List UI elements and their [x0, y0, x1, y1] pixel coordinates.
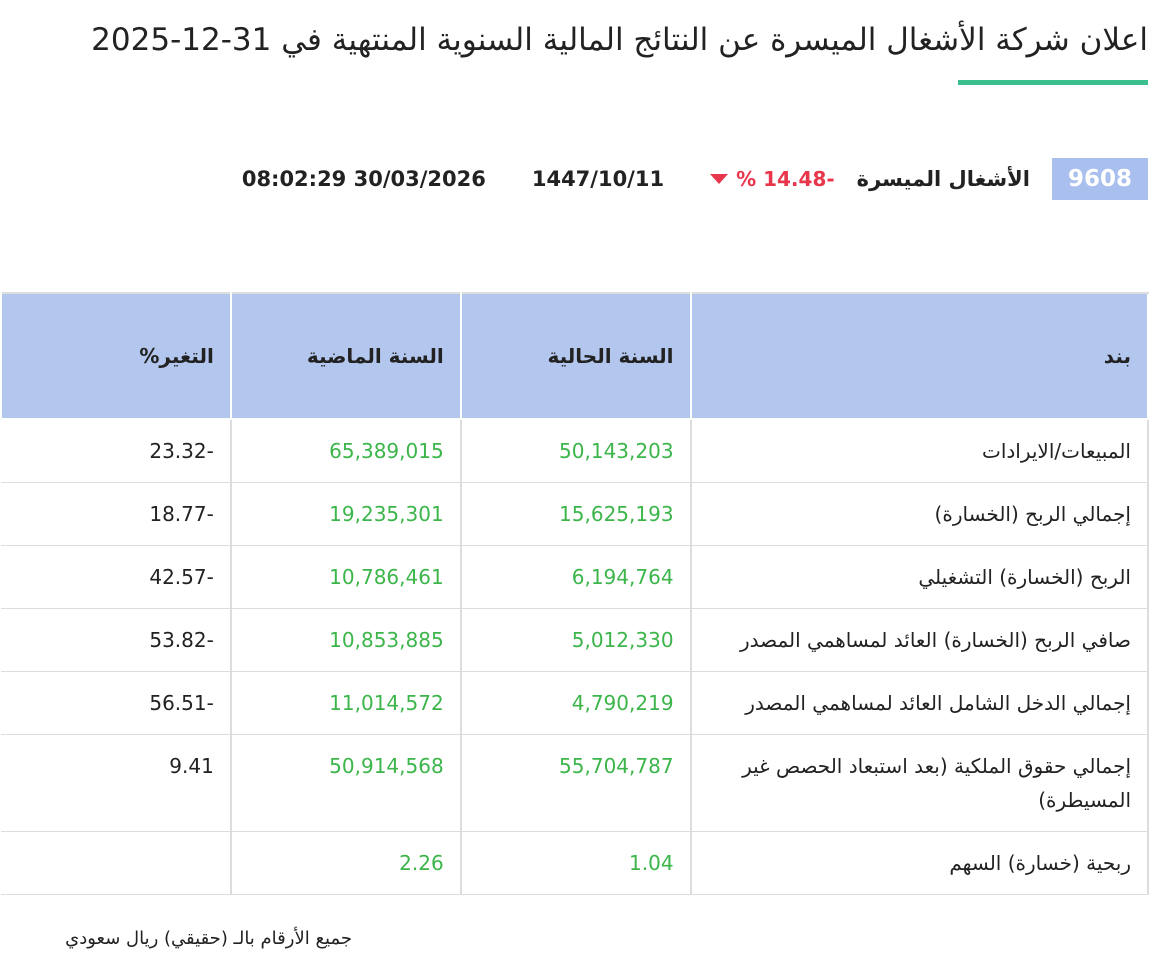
title: اعلان شركة الأشغال الميسرة عن النتائج ال…: [91, 22, 1148, 58]
change-percent: 9.41: [1, 734, 232, 832]
datetime: 30/03/2026 08:02:29: [241, 167, 486, 191]
current-year: 55,704,787: [460, 734, 692, 832]
change-percent: -56.51: [1, 671, 232, 735]
change-percent: -18.77: [1, 482, 232, 546]
previous-year: 10,786,461: [230, 545, 462, 609]
current-year: 50,143,203: [460, 419, 692, 483]
stock-change: -14.48 %: [736, 167, 835, 191]
current-year: 6,194,764: [460, 545, 692, 609]
column-header: التغير%: [0, 292, 232, 420]
footnote: جميع الأرقام بالـ (حقيقي) ريال سعودي: [65, 928, 352, 949]
change-percent: -23.32: [1, 419, 232, 483]
previous-year: 10,853,885: [230, 608, 462, 672]
down-arrow: [710, 174, 729, 184]
change-percent: -53.82: [1, 608, 232, 672]
title-underline: [958, 80, 1148, 85]
item-label: صافي الربح (الخسارة) العائد لمساهمي المص…: [690, 608, 1150, 672]
change-percent: -42.57: [1, 545, 232, 609]
previous-year: 11,014,572: [230, 671, 462, 735]
table-row: إجمالي حقوق الملكية (بعد استبعاد الحصص غ…: [1, 734, 1150, 832]
table-row: الربح (الخسارة) التشغيلي 6,194,764 10,786,…: [1, 545, 1150, 609]
column-header: بند: [689, 292, 1150, 420]
item-label: المبيعات/الايرادات: [690, 419, 1150, 483]
previous-year: 65,389,015: [230, 419, 462, 483]
item-label: إجمالي الدخل الشامل العائد لمساهمي المصد…: [690, 671, 1150, 735]
item-label: الربح (الخسارة) التشغيلي: [690, 545, 1150, 609]
stock-code: 9608: [1052, 158, 1148, 200]
table-row: إجمالي الدخل الشامل العائد لمساهمي المصد…: [1, 671, 1150, 735]
item-label: إجمالي الربح (الخسارة): [690, 482, 1150, 546]
table-body: المبيعات/الايرادات 50,143,203 65,389,015 -2…: [1, 419, 1150, 895]
column-header: السنة الماضية: [229, 292, 462, 420]
table-row: صافي الربح (الخسارة) العائد لمساهمي المص…: [1, 608, 1150, 672]
current-year: 15,625,193: [460, 482, 692, 546]
previous-year: 2.26: [230, 831, 462, 895]
stock-name: الأشغال الميسرة: [856, 167, 1030, 191]
column-header: السنة الحالية: [459, 292, 692, 420]
item-label: إجمالي حقوق الملكية (بعد استبعاد الحصص غ…: [690, 734, 1150, 832]
change-percent: [1, 831, 232, 895]
stock-info: 9608 الأشغال الميسرة -14.48 % 1447/10/11…: [242, 158, 1148, 200]
current-year: 1.04: [460, 831, 692, 895]
hijri-date: 1447/10/11: [531, 167, 665, 191]
header-row: بند السنة الحالية السنة الماضية التغير%: [0, 292, 1150, 420]
previous-year: 19,235,301: [230, 482, 462, 546]
current-year: 4,790,219: [460, 671, 692, 735]
table-row: ربحية (خسارة) السهم 1.04 2.26: [1, 831, 1150, 895]
table-row: المبيعات/الايرادات 50,143,203 65,389,015 -2…: [1, 419, 1150, 483]
results-table: بند السنة الحالية السنة الماضية التغير% الم…: [0, 292, 1150, 895]
current-year: 5,012,330: [460, 608, 692, 672]
item-label: ربحية (خسارة) السهم: [690, 831, 1150, 895]
table-row: إجمالي الربح (الخسارة) 15,625,193 19,235,3…: [1, 482, 1150, 546]
previous-year: 50,914,568: [230, 734, 462, 832]
